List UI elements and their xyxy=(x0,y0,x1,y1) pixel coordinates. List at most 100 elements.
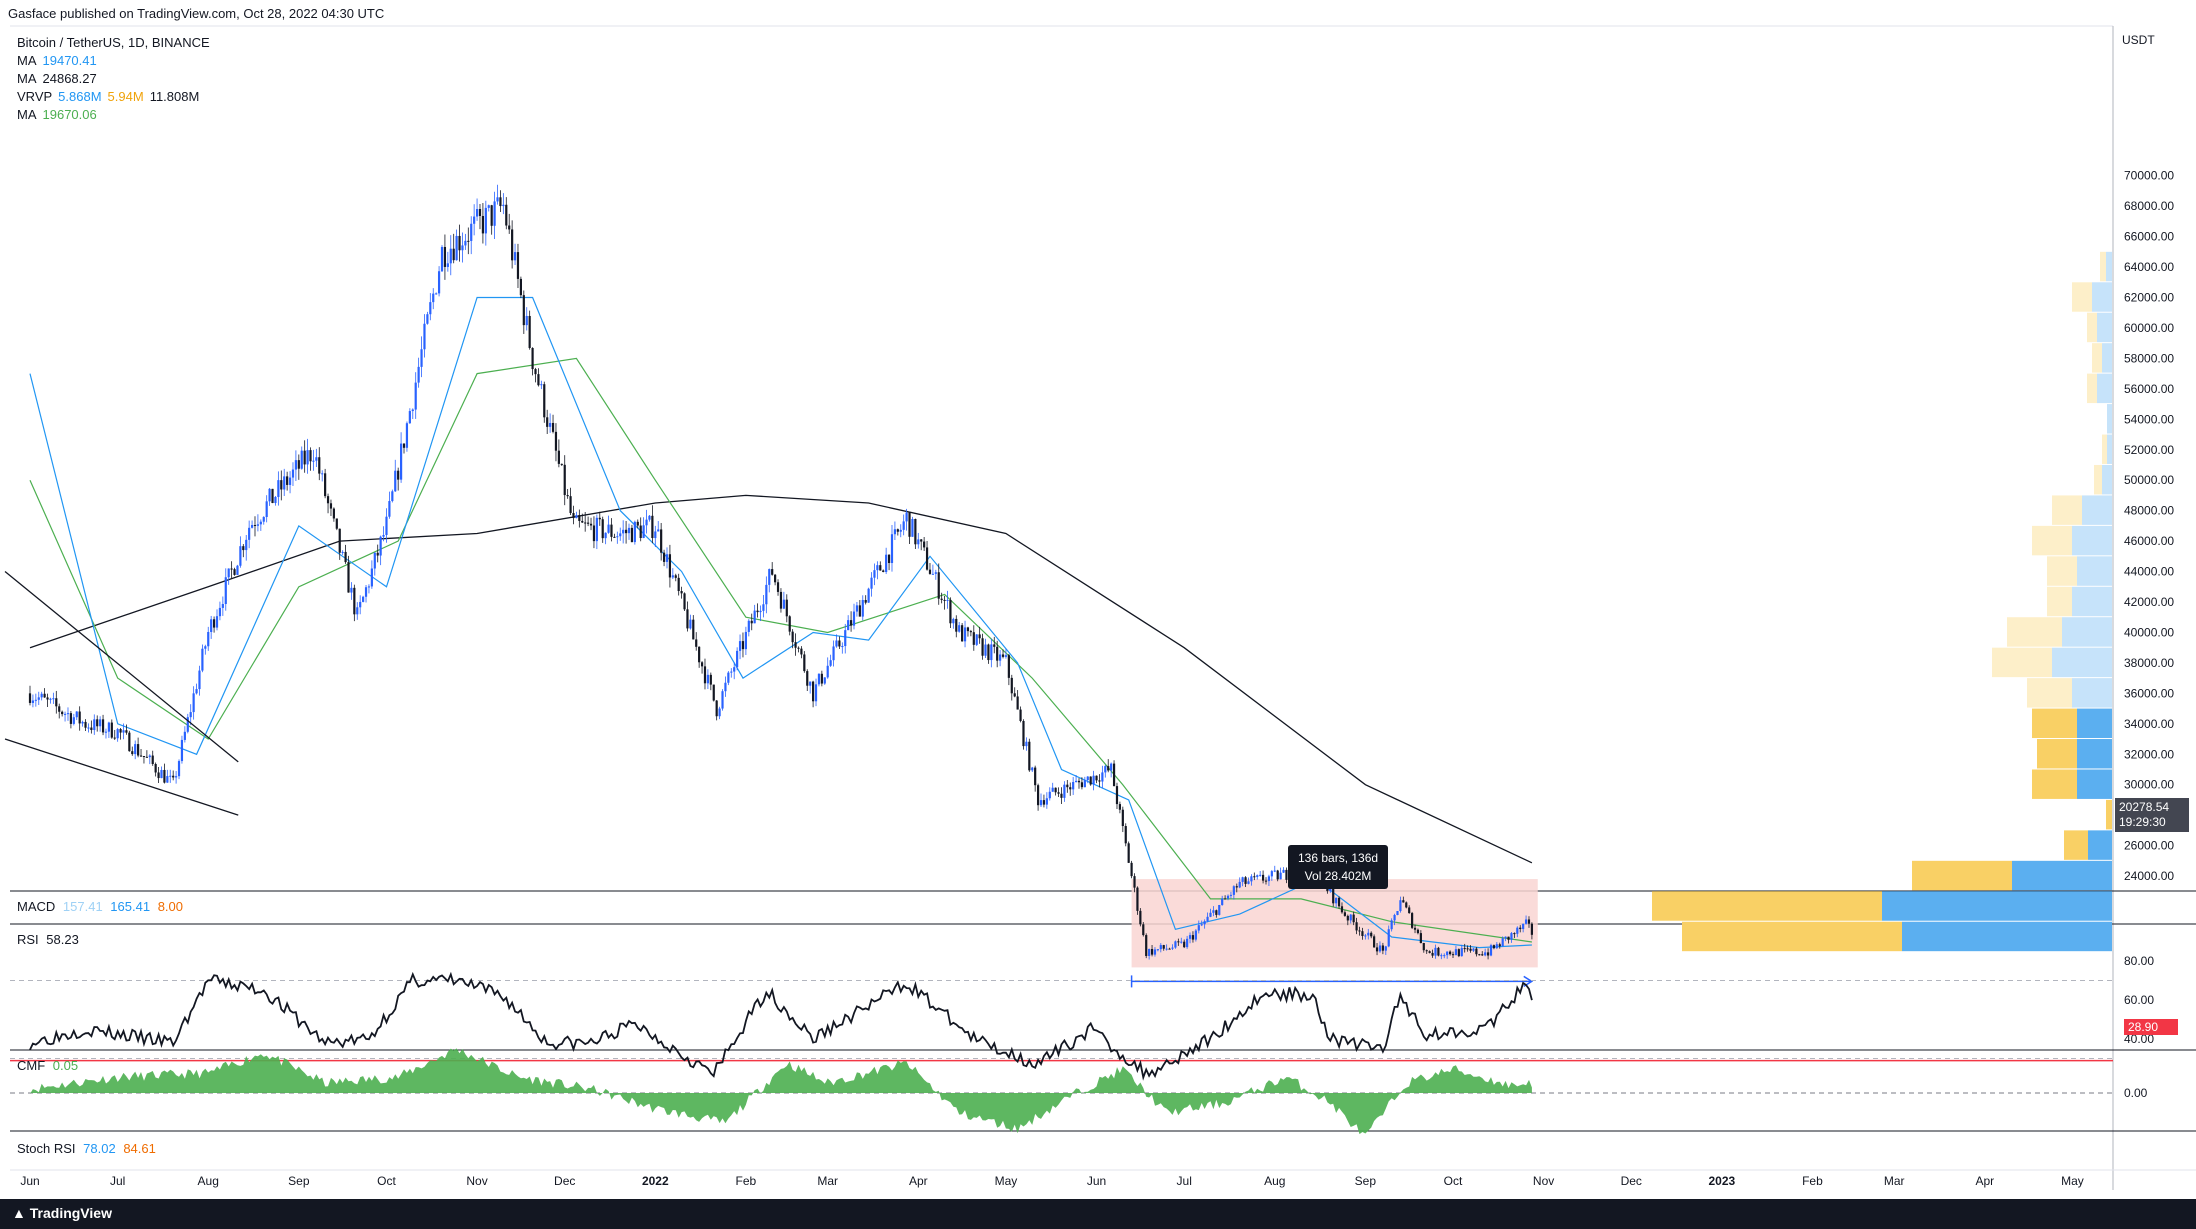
vrvp-up-bar xyxy=(2072,586,2112,617)
vrvp-down-bar xyxy=(2087,312,2097,343)
candle-body xyxy=(391,491,394,502)
time-tick-label: Feb xyxy=(736,1174,757,1188)
cmf-tick-label: 0.00 xyxy=(2124,1086,2148,1100)
candle-body xyxy=(142,756,146,758)
candle-body xyxy=(703,666,707,684)
candle-body xyxy=(765,584,768,605)
candle-body xyxy=(1206,916,1209,922)
candle-body xyxy=(1028,741,1031,771)
vrvp-up-bar xyxy=(2088,830,2112,860)
candle-body xyxy=(996,646,999,661)
candle-body xyxy=(172,775,175,778)
candle-body xyxy=(1329,888,1332,892)
candle-body xyxy=(1446,951,1449,956)
candle-body xyxy=(303,450,306,465)
candle-body xyxy=(1381,945,1384,951)
candle-body xyxy=(411,409,414,412)
rsi-line xyxy=(29,971,1533,1081)
candle-body xyxy=(984,644,987,656)
main-legend: Bitcoin / TetherUS, 1D, BINANCE MA 19470.… xyxy=(17,34,210,124)
cmf-label: CMF xyxy=(17,1058,46,1073)
candle-body xyxy=(183,731,186,740)
candle-body xyxy=(1264,880,1268,882)
candle-body xyxy=(1148,949,1151,956)
candle-body xyxy=(227,568,230,578)
price-axis[interactable]: USDT24000.0026000.0028000.0030000.003200… xyxy=(2122,33,2174,883)
candle-body xyxy=(1259,874,1262,876)
price-tick-label: 46000.00 xyxy=(2124,534,2174,548)
candle-body xyxy=(1200,924,1203,926)
candle-body xyxy=(502,204,505,207)
vrvp-up-bar xyxy=(2092,282,2112,312)
candle-body xyxy=(1501,938,1504,947)
candle-body xyxy=(879,565,882,571)
candle-body xyxy=(934,572,937,574)
vrvp-up-bar xyxy=(2062,617,2112,647)
candle-body xyxy=(651,515,654,539)
candle-body xyxy=(1115,786,1119,805)
symbol-title: Bitcoin / TetherUS, 1D, BINANCE xyxy=(17,35,210,50)
candle-body xyxy=(1112,763,1116,787)
candle-body xyxy=(999,654,1002,661)
candle-body xyxy=(1247,881,1250,884)
candle-body xyxy=(90,727,93,731)
candle-body xyxy=(487,205,490,208)
candle-body xyxy=(104,731,108,733)
candle-body xyxy=(481,215,485,234)
range-zone[interactable] xyxy=(1130,879,1538,988)
candle-body xyxy=(560,463,563,465)
candle-body xyxy=(537,374,540,386)
candle-body xyxy=(288,477,292,485)
cmf-pane: 0.00 xyxy=(10,1048,2148,1135)
candle-body xyxy=(706,674,710,684)
chart-canvas[interactable]: USDT24000.0026000.0028000.0030000.003200… xyxy=(0,0,2196,1199)
candle-body xyxy=(1346,915,1349,921)
candle-body xyxy=(1408,907,1411,914)
candle-body xyxy=(911,518,914,537)
candle-body xyxy=(1036,785,1040,806)
candle-body xyxy=(750,620,753,624)
candle-body xyxy=(341,551,344,553)
wedge-line xyxy=(4,571,239,763)
candle-body xyxy=(470,223,473,241)
candle-body xyxy=(668,554,672,578)
vrvp-up-bar xyxy=(2072,678,2112,708)
rsi-value: 58.23 xyxy=(46,932,79,947)
time-tick-label: Oct xyxy=(1444,1174,1463,1188)
tradingview-logo[interactable]: ▲ TradingView xyxy=(12,1205,112,1221)
candle-body xyxy=(52,698,55,700)
candle-body xyxy=(338,528,341,553)
candle-body xyxy=(1478,954,1481,956)
candle-body xyxy=(584,522,587,524)
candle-body xyxy=(794,642,797,648)
candle-body xyxy=(1209,912,1212,917)
candle-body xyxy=(616,536,619,538)
vrvp-value-2: 5.94M xyxy=(107,89,144,104)
candle-body xyxy=(271,488,274,504)
time-axis[interactable]: Jun Jul Aug Sep Oct Nov Dec 2022 Feb Mar Apr May Jun… xyxy=(20,1174,2083,1188)
candle-body xyxy=(581,520,584,523)
price-tick-label: 64000.00 xyxy=(2124,260,2174,274)
candle-body xyxy=(838,640,841,647)
candle-body xyxy=(1378,945,1382,952)
candle-body xyxy=(727,672,730,683)
candle-body xyxy=(1168,948,1171,950)
candle-body xyxy=(1098,780,1101,782)
ma2-legend: MA 24868.27 xyxy=(17,70,210,88)
candle-body xyxy=(730,671,733,673)
ma2-value: 24868.27 xyxy=(42,71,97,86)
candle-body xyxy=(1048,791,1051,799)
candle-body xyxy=(1001,654,1005,657)
time-tick-label: Jun xyxy=(1087,1174,1106,1188)
candle-body xyxy=(312,460,315,462)
candle-body xyxy=(1370,932,1373,937)
candle-body xyxy=(28,693,32,703)
candle-body xyxy=(1142,924,1145,936)
falling-wedge-lines[interactable] xyxy=(4,571,239,816)
ma-mid-path xyxy=(29,357,1532,943)
candle-body xyxy=(318,457,321,474)
candle-body xyxy=(449,248,452,264)
price-tick-label: 24000.00 xyxy=(2124,869,2174,883)
candle-body xyxy=(1492,945,1496,949)
candle-body xyxy=(648,515,651,520)
